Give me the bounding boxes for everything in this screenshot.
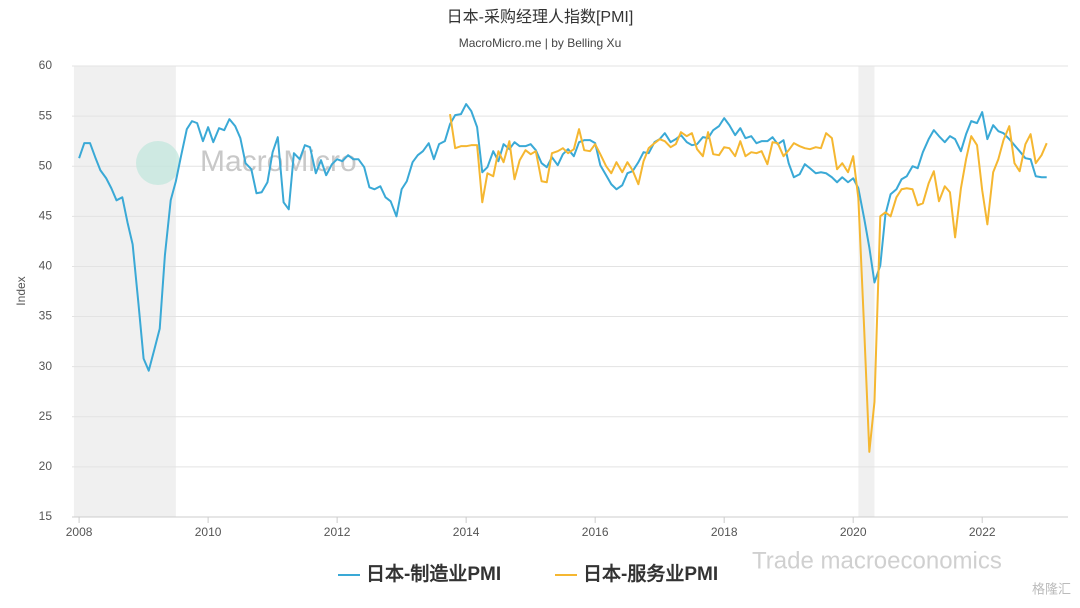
x-tick-label: 2018 xyxy=(711,525,738,539)
x-tick-label: 2020 xyxy=(840,525,867,539)
legend-label: 日本-服务业PMI xyxy=(583,562,718,585)
y-tick-label: 40 xyxy=(39,259,53,273)
watermark: Trade macroeconomics xyxy=(752,547,1002,574)
x-tick-label: 2022 xyxy=(969,525,996,539)
x-tick-label: 2008 xyxy=(66,525,93,539)
y-tick-label: 60 xyxy=(39,58,53,72)
y-tick-label: 45 xyxy=(39,209,53,223)
watermark-logo xyxy=(136,141,180,185)
y-tick-label: 15 xyxy=(39,509,53,523)
y-tick-label: 25 xyxy=(39,409,53,423)
chart-subtitle: MacroMicro.me | by Belling Xu xyxy=(459,36,622,50)
x-tick-label: 2014 xyxy=(453,525,480,539)
shaded-range xyxy=(858,66,875,517)
y-tick-label: 50 xyxy=(39,158,53,172)
y-axis-label: Index xyxy=(14,276,28,305)
y-tick-label: 20 xyxy=(39,459,53,473)
legend-label: 日本-制造业PMI xyxy=(366,562,501,585)
data-line xyxy=(78,103,1047,372)
data-line xyxy=(449,113,1048,453)
chart-title: 日本-采购经理人指数[PMI] xyxy=(447,8,634,26)
shaded-range xyxy=(73,66,176,517)
x-tick-label: 2016 xyxy=(582,525,609,539)
watermark: 格隆汇 xyxy=(1032,581,1071,596)
x-tick-label: 2010 xyxy=(195,525,222,539)
y-tick-label: 55 xyxy=(39,108,53,122)
x-tick-label: 2012 xyxy=(324,525,351,539)
y-tick-label: 35 xyxy=(39,309,53,323)
y-tick-label: 30 xyxy=(39,359,53,373)
